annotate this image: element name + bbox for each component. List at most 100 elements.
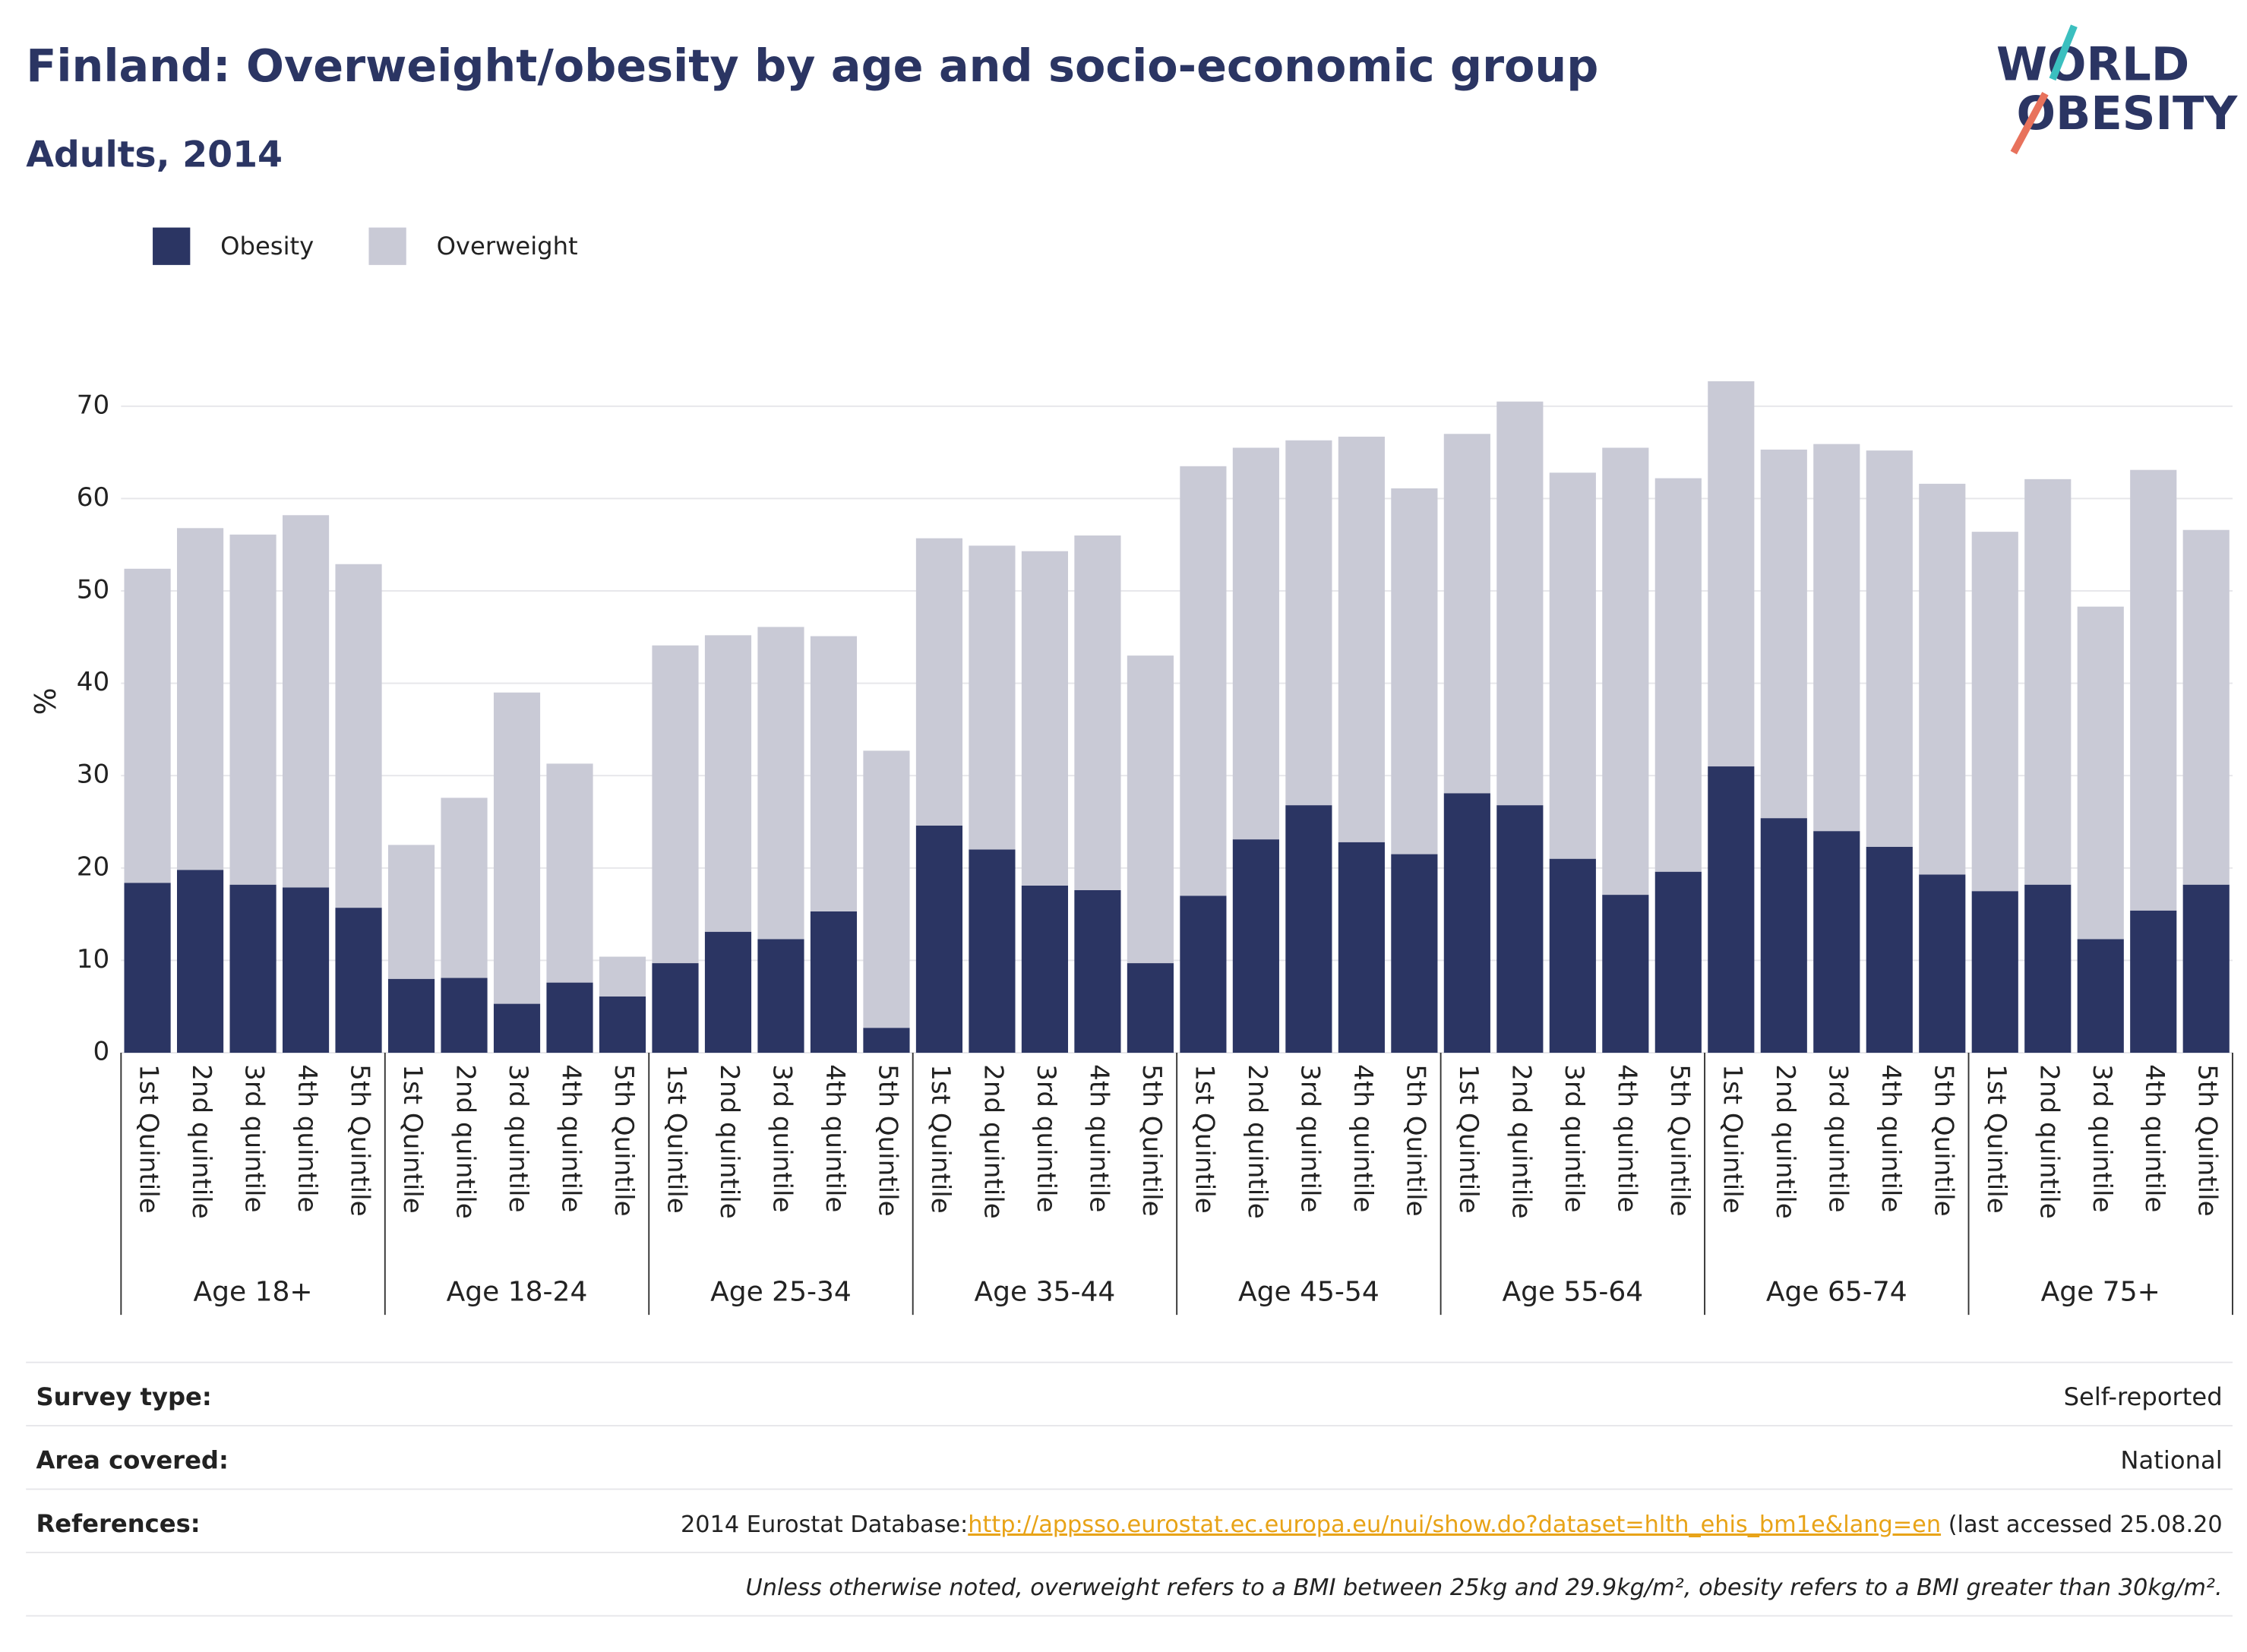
x-tick-label: 4th quintile [292,1064,322,1212]
bar-segment [1866,846,1913,1053]
x-tick-label: 5th Quintile [2192,1064,2223,1216]
bar-segment [1919,483,1966,875]
bar-segment [1074,889,1121,1053]
x-tick-label: 1st Quintile [397,1064,428,1214]
logo-slash [2010,92,2049,155]
bar-segment [599,956,646,997]
bar-segment [176,528,224,870]
bar-segment [546,763,593,983]
bar-segment [757,627,804,940]
x-tick-label: 3rd quintile [2087,1064,2117,1212]
group-label: Age 45-54 [1238,1277,1379,1308]
x-tick-label: 3rd quintile [1294,1064,1325,1212]
x-tick-label: 5th Quintile [1400,1064,1430,1216]
x-tick-label: 4th quintile [556,1064,586,1212]
footer-label: References: [36,1509,200,1538]
y-tick-label: 10 [77,944,109,974]
x-tick-label: 3rd quintile [766,1064,797,1212]
x-tick-label: 5th Quintile [1664,1064,1695,1216]
footnote: Unless otherwise noted, overweight refer… [746,1575,2223,1601]
reference-text: 2014 Eurostat Database: [681,1511,968,1537]
legend-label: Obesity [220,232,314,261]
x-tick-label: 3rd quintile [1031,1064,1061,1212]
bar-segment [2182,884,2230,1053]
x-tick-label: 5th Quintile [872,1064,902,1216]
x-tick-label: 2nd quintile [1770,1064,1800,1219]
y-tick-label: 20 [77,851,109,882]
y-tick-label: 0 [93,1037,109,1067]
logo-line1: WORLD [1996,39,2189,92]
bar-segment [1180,895,1227,1053]
x-tick-label: 2nd quintile [1242,1064,1272,1219]
bar-segment [1496,401,1544,806]
x-tick-label: 5th Quintile [608,1064,639,1216]
bar-segment [124,568,171,883]
x-tick-label: 4th quintile [1348,1064,1378,1212]
bar-segment [1232,839,1279,1053]
bar-segment [2024,884,2072,1053]
bar-segment [1443,434,1490,794]
reference-suffix: (last accessed 25.08.20 [1941,1511,2223,1537]
x-tick-label: 5th Quintile [345,1064,375,1216]
bar-segment [493,692,541,1004]
chart-title: Finland: Overweight/obesity by age and s… [26,39,1598,92]
bar-segment [757,939,804,1053]
x-tick-label: 2nd quintile [714,1064,744,1219]
bar-segment [1021,551,1069,886]
footer-label: Survey type: [36,1382,211,1411]
bar-segment [1391,854,1438,1053]
bar-segment [2077,939,2124,1053]
x-tick-label: 1st Quintile [925,1064,956,1214]
x-tick-label: 4th quintile [1083,1064,1114,1212]
bar-segment [229,534,277,885]
bar-segment [2024,479,2072,885]
y-tick-label: 40 [77,667,109,697]
bar-segment [2130,910,2177,1053]
bar-segment [493,1003,541,1053]
bar-segment [441,978,488,1053]
bar-segment [2077,606,2124,940]
bar-segment [1813,831,1860,1053]
bar-segment [1021,885,1069,1053]
bar-segment [441,798,488,978]
x-tick-label: 2nd quintile [186,1064,216,1219]
bar-segment [969,545,1016,850]
footer-value: National [2120,1446,2222,1475]
bar-segment [1496,805,1544,1053]
logo-slash [2049,24,2078,81]
chart-subtitle: Adults, 2014 [26,134,283,176]
bar-segment [124,883,171,1053]
y-tick-label: 60 [77,482,109,513]
x-tick-label: 4th quintile [820,1064,850,1212]
bar-segment [810,911,858,1053]
group-label: Age 25-34 [710,1277,852,1308]
x-tick-label: 3rd quintile [503,1064,533,1212]
bar-segment [282,887,330,1053]
legend-label: Overweight [437,232,578,261]
bar-segment [387,845,435,979]
x-tick-label: 1st Quintile [661,1064,691,1214]
group-label: Age 18-24 [447,1277,588,1308]
footer-label: Area covered: [36,1446,228,1475]
bar-segment [335,564,382,908]
bar-segment [1708,381,1755,767]
bar-segment [1971,532,2018,892]
bar-segment [1443,793,1490,1053]
group-label: Age 55-64 [1502,1277,1643,1308]
bar-segment [2130,469,2177,911]
bar-segment [915,538,963,826]
y-axis-label: % [29,687,62,715]
bar-segment [1391,488,1438,854]
footer-value: Self-reported [2064,1382,2223,1411]
bar-segment [652,963,699,1053]
bar-segment [704,931,752,1053]
reference-link[interactable]: http://appsso.eurostat.ec.europa.eu/nui/… [968,1511,1941,1537]
legend-swatch [368,227,406,265]
bar-segment [546,982,593,1053]
bar-segment [2182,529,2230,885]
bar-segment [704,635,752,932]
bar-segment [1654,871,1702,1053]
bar-segment [863,750,910,1028]
bar-segment [1180,466,1227,896]
logo-line2: OBESITY [2017,87,2239,141]
